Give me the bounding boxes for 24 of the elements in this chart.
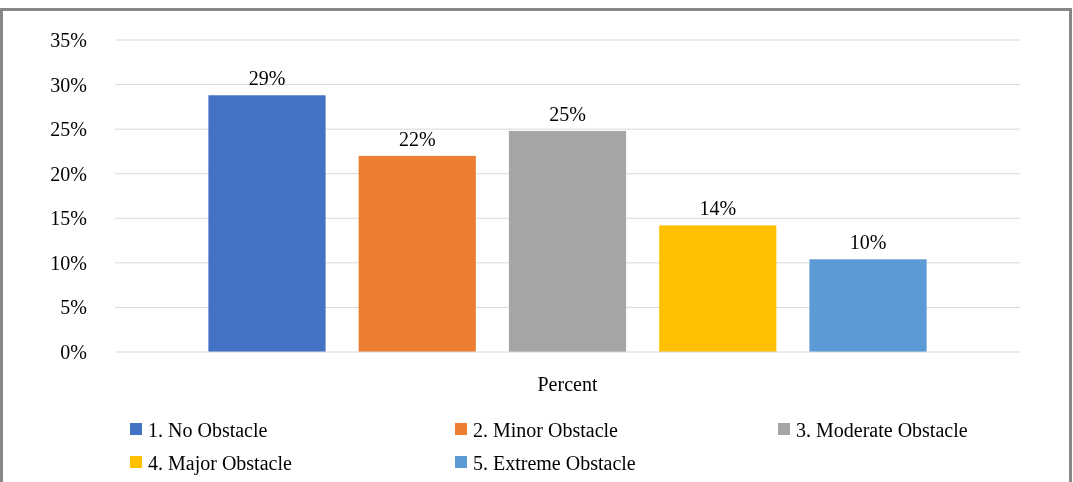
y-tick-label: 0% bbox=[60, 341, 87, 363]
data-label: 29% bbox=[248, 67, 286, 90]
y-tick-label: 5% bbox=[60, 296, 87, 319]
y-tick-label: 30% bbox=[50, 73, 87, 96]
data-label: 14% bbox=[699, 197, 737, 220]
data-label: 10% bbox=[849, 231, 887, 254]
legend-label: 5. Extreme Obstacle bbox=[473, 452, 636, 474]
bar bbox=[659, 225, 777, 352]
data-label: 25% bbox=[549, 102, 586, 125]
y-tick-label: 20% bbox=[50, 162, 87, 185]
y-tick-label: 15% bbox=[50, 207, 87, 230]
legend-label: 2. Minor Obstacle bbox=[473, 419, 619, 441]
legend-label: 1. No Obstacle bbox=[148, 419, 268, 441]
data-label: 22% bbox=[398, 127, 436, 150]
bar bbox=[208, 95, 326, 352]
bar bbox=[358, 155, 476, 352]
legend-label: 4. Major Obstacle bbox=[148, 452, 292, 475]
y-tick-label: 35% bbox=[50, 29, 87, 51]
y-tick-label: 10% bbox=[50, 251, 87, 274]
legend-label: 3. Moderate Obstacle bbox=[796, 419, 968, 441]
bar bbox=[809, 259, 927, 352]
y-tick-label: 25% bbox=[50, 118, 87, 141]
bar bbox=[508, 130, 627, 352]
x-tick-label: Percent bbox=[537, 373, 598, 395]
